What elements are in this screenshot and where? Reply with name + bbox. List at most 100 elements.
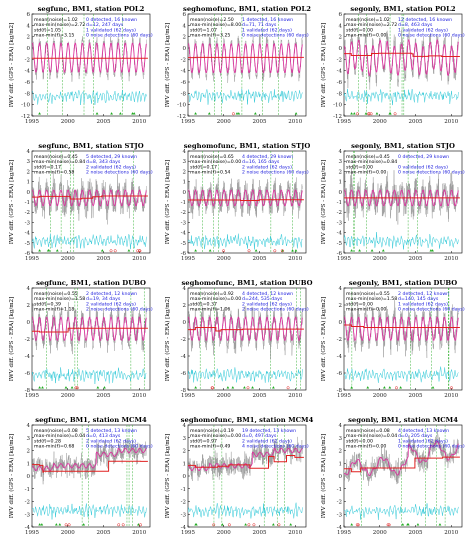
y-tick-label: -10 <box>333 103 342 109</box>
y-tick-label: 0 <box>183 320 187 326</box>
plot-area <box>32 425 148 527</box>
known-break-marker <box>272 386 275 389</box>
y-tick-label: -6 <box>337 80 343 86</box>
y-tick-label: -8 <box>337 388 343 394</box>
known-break-marker <box>127 249 131 252</box>
y-tick-label: -1 <box>25 200 30 206</box>
y-tick-label: -5 <box>25 241 31 247</box>
stat-line: mean(noise)=0.19 <box>190 428 234 434</box>
stat-line: std(f)=1.07 <box>190 27 217 33</box>
detection-line: 0 noise detections (60 days) <box>86 444 153 450</box>
known-break-marker <box>55 249 59 252</box>
y-tick-label: 4 <box>183 23 187 29</box>
detected-break-marker <box>280 249 284 253</box>
x-tick-label: 2010 <box>444 530 458 536</box>
y-tick-label: 2 <box>339 169 343 175</box>
stat-line: mean(noise)=0.08 <box>346 428 390 434</box>
detected-break-marker <box>252 523 256 527</box>
y-axis-label: IWV diff. (GPS - ERA) [kg/m2] <box>320 434 327 519</box>
known-break-marker <box>375 112 379 115</box>
plot-area <box>188 288 304 390</box>
x-tick-label: 2000 <box>373 393 387 399</box>
y-tick-label: 3 <box>339 436 343 442</box>
known-break-marker <box>119 112 122 115</box>
y-tick-label: 2 <box>27 303 31 309</box>
detection-line: 2 validated (62 days) <box>86 301 136 307</box>
stat-line: mean(noise)=0.92 <box>190 291 234 297</box>
y-tick-label: 4 <box>183 423 187 429</box>
detection-line: 1 validated (62 days) <box>398 301 448 307</box>
y-axis-label: IWV diff. (GPS - ERA) [kg/m2] <box>8 297 15 382</box>
function-series <box>32 447 147 471</box>
detected-break-marker <box>212 523 216 527</box>
detected-break-marker <box>247 523 251 527</box>
known-break-marker <box>194 523 198 526</box>
detected-break-marker <box>113 249 117 253</box>
known-break-marker <box>194 249 198 252</box>
known-break-marker <box>352 112 356 115</box>
x-tick-label: 1995 <box>25 256 39 262</box>
known-break-marker <box>401 523 405 526</box>
detected-break-marker <box>246 386 250 390</box>
y-tick-label: -6 <box>25 371 31 377</box>
detection-line: 2 noise detections (60 days) <box>86 307 153 313</box>
y-tick-label: -4 <box>25 231 31 237</box>
x-tick-label: 2000 <box>61 530 75 536</box>
stat-line: max-min(noise)=2.72 <box>34 22 85 28</box>
noise-series <box>188 502 303 519</box>
y-tick-label: -3 <box>25 512 31 518</box>
detection-line: d=140, 145 days <box>398 296 439 302</box>
known-break-marker <box>438 523 442 526</box>
x-tick-label: 1995 <box>337 119 351 125</box>
panel-2: seghomofunc, BM1, station POL2 IWV diff. … <box>164 5 311 125</box>
detection-line: 4 detected, 12 known <box>242 291 293 297</box>
y-tick-label: 4 <box>27 286 31 292</box>
noise-series <box>32 233 147 250</box>
known-break-marker <box>294 112 298 115</box>
detected-break-marker <box>356 523 360 527</box>
known-break-marker <box>38 249 41 252</box>
y-tick-label: 6 <box>339 12 343 18</box>
function-series <box>32 189 147 207</box>
panel-11: seghomofunc, BM1, station MCM4 IWV diff. … <box>164 416 314 536</box>
detection-line: 1 detected, 16 known <box>242 17 293 23</box>
y-tick-label: -4 <box>181 354 187 360</box>
known-break-marker <box>95 112 99 115</box>
stat-line: mean(noise)=0.55 <box>346 291 390 297</box>
segmentation-line <box>32 327 148 333</box>
x-tick-label: 2010 <box>288 530 302 536</box>
known-break-marker <box>289 523 293 526</box>
detection-line: 0 noise detections (60 days) <box>398 307 465 313</box>
y-tick-label: 4 <box>183 286 187 292</box>
stat-line: std(f)=0.37 <box>190 301 217 307</box>
detection-line: 0 detected, 16 known <box>86 17 137 23</box>
known-break-marker <box>370 249 374 252</box>
y-tick-label: 4 <box>27 423 31 429</box>
panel-8: seghomofunc, BM1, station DUBO IWV diff. … <box>164 279 313 399</box>
x-tick-label: 1995 <box>181 393 195 399</box>
y-tick-label: -8 <box>181 388 187 394</box>
known-break-marker <box>350 249 354 252</box>
stat-line: max-min(f)=3.25 <box>190 33 230 39</box>
known-break-marker <box>243 386 246 389</box>
y-tick-label: 1 <box>183 180 187 186</box>
stat-line: max-min(noise)=0.84 <box>34 159 85 165</box>
y-tick-label: -6 <box>181 80 187 86</box>
detected-break-marker <box>136 249 140 253</box>
known-break-marker <box>350 112 353 115</box>
x-tick-label: 2000 <box>373 530 387 536</box>
segmentation-line <box>32 460 148 473</box>
y-tick-label: -4 <box>25 69 31 75</box>
stat-line: mean(noise)=0.55 <box>34 291 78 297</box>
y-tick-label: 0 <box>183 190 187 196</box>
detected-break-marker <box>67 523 71 527</box>
y-tick-label: 2 <box>183 449 187 455</box>
noise-series <box>188 233 303 250</box>
function-series <box>32 42 147 73</box>
y-tick-label: 0 <box>183 46 187 52</box>
y-axis-label: IWV diff. (GPS - ERA) [kg/m2] <box>8 23 15 108</box>
y-tick-label: 6 <box>183 12 187 18</box>
detection-line: 1 validated (62 days) <box>398 438 448 444</box>
known-break-marker <box>381 249 385 252</box>
panel-title: segonly, BM1, station STJO <box>351 142 455 150</box>
